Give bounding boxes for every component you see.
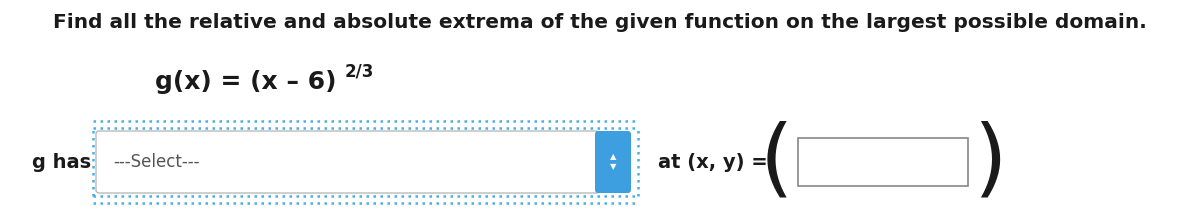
Text: ): ) [973,120,1007,204]
FancyBboxPatch shape [595,131,631,193]
Text: 2/3: 2/3 [346,63,374,81]
Text: (: ( [760,120,793,204]
FancyBboxPatch shape [96,131,599,193]
Text: ---Select---: ---Select--- [113,153,199,171]
FancyBboxPatch shape [798,138,968,186]
Text: g(x) = (x – 6): g(x) = (x – 6) [155,70,336,94]
Text: g has: g has [32,153,91,171]
Text: Find all the relative and absolute extrema of the given function on the largest : Find all the relative and absolute extre… [53,13,1147,31]
Text: at (x, y) =: at (x, y) = [658,153,768,171]
Text: ▲: ▲ [610,153,617,161]
Text: ▼: ▼ [610,163,617,171]
